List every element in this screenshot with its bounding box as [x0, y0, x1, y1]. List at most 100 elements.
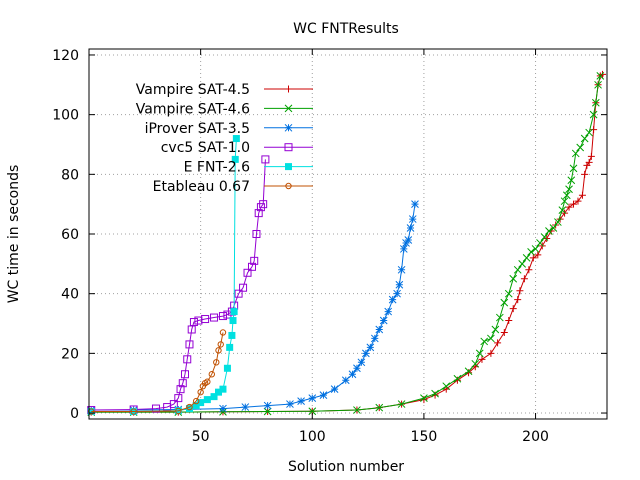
data-point [500, 328, 508, 336]
data-point [565, 185, 573, 194]
data-point [348, 370, 357, 379]
series-5 [88, 329, 227, 415]
legend-label: E FNT-2.6 [184, 160, 250, 176]
data-point [480, 337, 489, 346]
data-point [411, 200, 419, 209]
data-point [181, 370, 190, 379]
legend-label: Vampire SAT-4.6 [136, 101, 250, 117]
x-tick-label: 50 [192, 429, 210, 445]
data-point [590, 126, 598, 134]
legend-item: Vampire SAT-4.6 [136, 101, 313, 117]
x-tick-label: 200 [522, 429, 549, 445]
data-point [308, 394, 317, 402]
data-point [256, 203, 265, 212]
legend-label: cvc5 SAT-1.0 [161, 140, 250, 156]
data-point [219, 385, 227, 393]
data-point [226, 343, 234, 351]
y-tick-label: 60 [61, 227, 79, 243]
data-point [263, 407, 272, 416]
data-point [247, 262, 256, 271]
data-point [261, 155, 270, 164]
data-point [491, 325, 500, 334]
data-point [397, 400, 406, 408]
data-point [231, 155, 239, 163]
data-point [169, 400, 178, 409]
data-point [576, 143, 585, 152]
data-point [543, 234, 551, 242]
data-point [397, 265, 406, 274]
data-point [453, 374, 462, 383]
data-point [594, 80, 602, 89]
data-point [186, 403, 193, 411]
y-tick-label: 120 [52, 48, 79, 64]
y-axis-label: WC time in seconds [6, 165, 22, 304]
y-tick-label: 40 [61, 287, 79, 303]
data-point [210, 313, 219, 322]
data-point [536, 239, 544, 247]
data-point [219, 404, 227, 413]
grid [89, 49, 607, 419]
data-point [189, 318, 198, 327]
data-point [495, 313, 504, 322]
data-point [192, 402, 200, 410]
data-point [402, 239, 410, 247]
y-tick-label: 20 [61, 346, 79, 362]
data-point [581, 170, 589, 178]
data-point [487, 334, 495, 343]
data-point [375, 403, 384, 412]
x-axis-label: Solution number [288, 459, 404, 475]
data-point [589, 110, 598, 119]
data-point [228, 331, 236, 339]
y-tick-label: 0 [70, 406, 79, 422]
data-point [185, 340, 194, 349]
data-point [215, 347, 222, 354]
legend-label: Etableau 0.67 [153, 179, 250, 195]
series-line [91, 332, 224, 412]
data-point [204, 378, 211, 385]
x-tick-label: 150 [411, 429, 438, 445]
data-point [475, 349, 484, 358]
y-tick-label: 100 [52, 108, 79, 124]
data-point [286, 400, 294, 408]
series-layer [87, 70, 607, 416]
data-point [554, 218, 562, 226]
data-point [379, 316, 388, 325]
data-point [259, 200, 268, 209]
legend-item: Vampire SAT-4.5 [136, 82, 313, 98]
data-point [562, 191, 571, 200]
data-point [252, 230, 261, 238]
data-point [561, 209, 569, 217]
data-point [197, 399, 205, 407]
data-point [239, 283, 248, 292]
legend-swatch-marker [285, 85, 292, 93]
data-point [522, 254, 531, 262]
data-point [494, 339, 502, 347]
legend-label: iProver SAT-3.5 [145, 121, 250, 137]
data-point [250, 256, 259, 265]
data-point [362, 349, 370, 358]
data-point [234, 289, 243, 298]
data-point [192, 397, 200, 405]
axis-ticks: 0 20 40 60 80 100 120 50 100 150 200 [52, 48, 607, 445]
data-point [518, 259, 527, 268]
data-point [538, 242, 546, 250]
legend-swatch-marker [285, 182, 292, 190]
series-line [91, 159, 266, 411]
data-point [420, 396, 428, 404]
data-point [370, 334, 379, 343]
data-point [487, 349, 495, 357]
data-point [388, 295, 397, 304]
data-point [174, 394, 183, 403]
data-point [219, 329, 227, 336]
data-point [585, 158, 593, 166]
data-point [464, 367, 473, 376]
data-point [178, 379, 187, 388]
data-point [175, 407, 182, 415]
data-point [215, 388, 222, 396]
data-point [210, 393, 218, 401]
data-point [308, 407, 317, 416]
data-point [183, 355, 192, 364]
data-point [571, 149, 580, 158]
data-point [599, 70, 607, 78]
